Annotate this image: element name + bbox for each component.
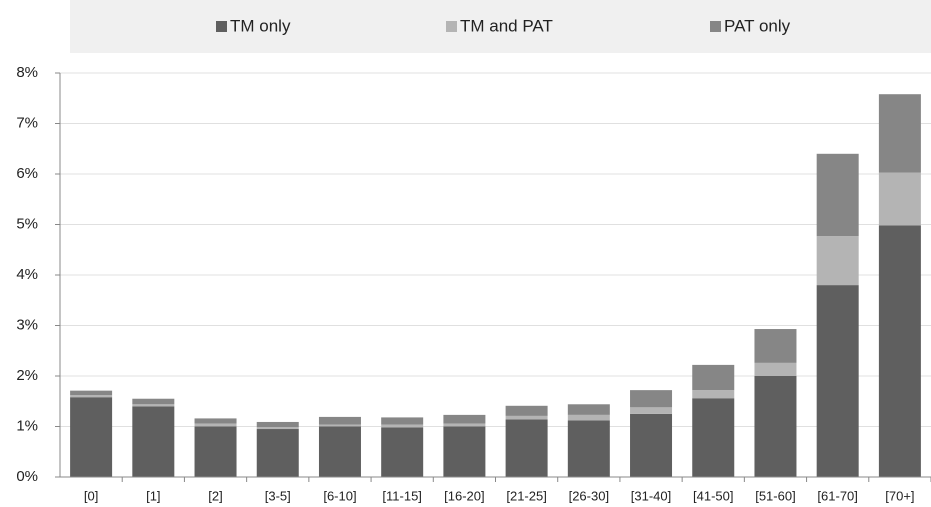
bar-segment: [816, 285, 859, 477]
x-tick-label: [1]: [146, 488, 160, 503]
bar-segment: [132, 406, 175, 477]
legend-box: [70, 0, 931, 53]
bar-segment: [256, 429, 299, 477]
legend-label: TM and PAT: [460, 16, 553, 35]
bar-segment: [505, 405, 548, 416]
bar-segment: [70, 390, 113, 396]
bar-segment: [381, 424, 424, 428]
y-tick-label: 7%: [16, 114, 38, 131]
x-tick-label: [0]: [84, 488, 98, 503]
bar-segment: [754, 362, 797, 376]
bar-segment: [381, 427, 424, 477]
x-tick-label: [26-30]: [569, 488, 609, 503]
y-tick-label: 1%: [16, 417, 38, 434]
x-tick-label: [3-5]: [265, 488, 291, 503]
bar-segment: [70, 395, 113, 398]
legend-swatch: [446, 21, 457, 32]
bar-segment: [878, 94, 921, 173]
x-tick-label: [41-50]: [693, 488, 733, 503]
legend-swatch: [710, 21, 721, 32]
bar-segment: [754, 376, 797, 477]
x-tick-label: [31-40]: [631, 488, 671, 503]
bar-segment: [132, 398, 175, 405]
bar-segment: [630, 390, 673, 408]
y-tick-label: 0%: [16, 468, 38, 485]
bar-segment: [567, 404, 610, 415]
bar-segment: [381, 417, 424, 425]
bar-segment: [318, 426, 361, 477]
y-tick-label: 3%: [16, 316, 38, 333]
bar-segment: [505, 419, 548, 477]
bar-segment: [692, 390, 735, 399]
bar-segment: [194, 423, 237, 427]
legend-label: TM only: [230, 16, 291, 35]
x-tick-label: [70+]: [885, 488, 914, 503]
x-tick-label: [2]: [208, 488, 222, 503]
bar-segment: [256, 421, 299, 428]
bar-segment: [692, 398, 735, 477]
legend-swatch: [216, 21, 227, 32]
x-tick-label: [61-70]: [817, 488, 857, 503]
bar-segment: [318, 416, 361, 425]
bar-segment: [132, 404, 175, 407]
bar-segment: [443, 426, 486, 477]
bar-segment: [194, 418, 237, 424]
y-tick-label: 4%: [16, 266, 38, 283]
x-tick-label: [11-15]: [382, 488, 422, 503]
y-tick-label: 2%: [16, 367, 38, 384]
bar-segment: [505, 415, 548, 420]
bar-segment: [630, 413, 673, 477]
bar-segment: [443, 414, 486, 424]
x-tick-label: [21-25]: [506, 488, 546, 503]
bar-segment: [878, 225, 921, 477]
y-tick-label: 6%: [16, 165, 38, 182]
bar-segment: [816, 153, 859, 237]
bar-segment: [630, 407, 673, 414]
x-tick-label: [16-20]: [444, 488, 484, 503]
bar-segment: [567, 420, 610, 477]
bar-segment: [567, 414, 610, 421]
bar-segment: [194, 426, 237, 477]
y-tick-label: 8%: [16, 64, 38, 81]
bar-segment: [878, 172, 921, 226]
bar-segment: [816, 236, 859, 286]
bar-segment: [256, 427, 299, 430]
x-tick-label: [6-10]: [323, 488, 356, 503]
y-tick-label: 5%: [16, 215, 38, 232]
bar-segment: [70, 397, 113, 477]
bar-segment: [754, 329, 797, 363]
bar-segment: [318, 424, 361, 427]
bar-segment: [443, 423, 486, 427]
legend-label: PAT only: [724, 16, 791, 35]
bar-segment: [692, 364, 735, 391]
x-tick-label: [51-60]: [755, 488, 795, 503]
